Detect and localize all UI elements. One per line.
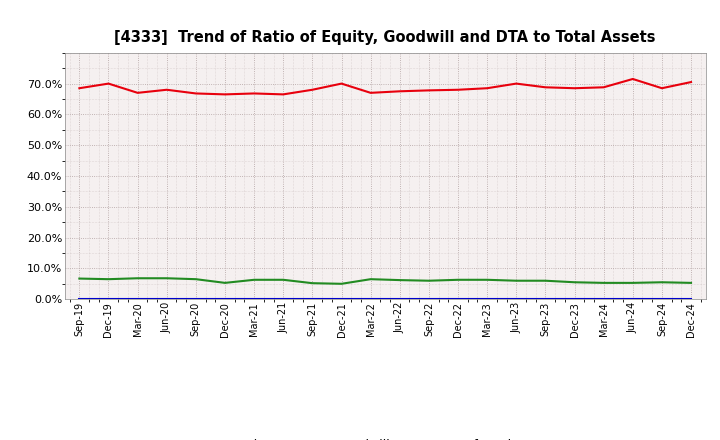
Goodwill [279, 296, 287, 301]
Goodwill [687, 296, 696, 301]
Deferred Tax Assets [192, 277, 200, 282]
Equity [512, 81, 521, 86]
Title: [4333]  Trend of Ratio of Equity, Goodwill and DTA to Total Assets: [4333] Trend of Ratio of Equity, Goodwil… [114, 29, 656, 45]
Goodwill [599, 296, 608, 301]
Deferred Tax Assets [599, 280, 608, 286]
Goodwill [163, 296, 171, 301]
Goodwill [250, 296, 258, 301]
Equity [657, 85, 666, 91]
Equity [308, 87, 317, 92]
Legend: Equity, Goodwill, Deferred Tax Assets: Equity, Goodwill, Deferred Tax Assets [184, 433, 586, 440]
Goodwill [133, 296, 142, 301]
Goodwill [220, 296, 229, 301]
Deferred Tax Assets [541, 278, 550, 283]
Equity [570, 85, 579, 91]
Equity [687, 79, 696, 84]
Goodwill [425, 296, 433, 301]
Goodwill [454, 296, 462, 301]
Deferred Tax Assets [687, 280, 696, 286]
Deferred Tax Assets [657, 280, 666, 285]
Equity [395, 88, 404, 94]
Goodwill [337, 296, 346, 301]
Equity [599, 84, 608, 90]
Equity [337, 81, 346, 86]
Equity [220, 92, 229, 97]
Goodwill [570, 296, 579, 301]
Equity [192, 91, 200, 96]
Goodwill [104, 296, 113, 301]
Goodwill [75, 296, 84, 301]
Deferred Tax Assets [220, 280, 229, 286]
Equity [279, 92, 287, 97]
Deferred Tax Assets [163, 275, 171, 281]
Equity [483, 85, 492, 91]
Equity [454, 87, 462, 92]
Goodwill [192, 296, 200, 301]
Deferred Tax Assets [75, 276, 84, 281]
Deferred Tax Assets [454, 277, 462, 282]
Deferred Tax Assets [279, 277, 287, 282]
Equity [104, 81, 113, 86]
Deferred Tax Assets [250, 277, 258, 282]
Deferred Tax Assets [308, 281, 317, 286]
Deferred Tax Assets [133, 275, 142, 281]
Deferred Tax Assets [425, 278, 433, 283]
Deferred Tax Assets [570, 280, 579, 285]
Equity [133, 90, 142, 95]
Deferred Tax Assets [337, 281, 346, 286]
Line: Deferred Tax Assets: Deferred Tax Assets [79, 278, 691, 284]
Line: Equity: Equity [79, 79, 691, 95]
Deferred Tax Assets [629, 280, 637, 286]
Deferred Tax Assets [395, 278, 404, 283]
Deferred Tax Assets [366, 277, 375, 282]
Goodwill [308, 296, 317, 301]
Goodwill [395, 296, 404, 301]
Goodwill [512, 296, 521, 301]
Equity [541, 84, 550, 90]
Goodwill [483, 296, 492, 301]
Equity [425, 88, 433, 93]
Equity [163, 87, 171, 92]
Goodwill [657, 296, 666, 301]
Goodwill [629, 296, 637, 301]
Deferred Tax Assets [104, 277, 113, 282]
Equity [75, 85, 84, 91]
Deferred Tax Assets [512, 278, 521, 283]
Equity [629, 77, 637, 82]
Equity [366, 90, 375, 95]
Goodwill [366, 296, 375, 301]
Equity [250, 91, 258, 96]
Deferred Tax Assets [483, 277, 492, 282]
Goodwill [541, 296, 550, 301]
